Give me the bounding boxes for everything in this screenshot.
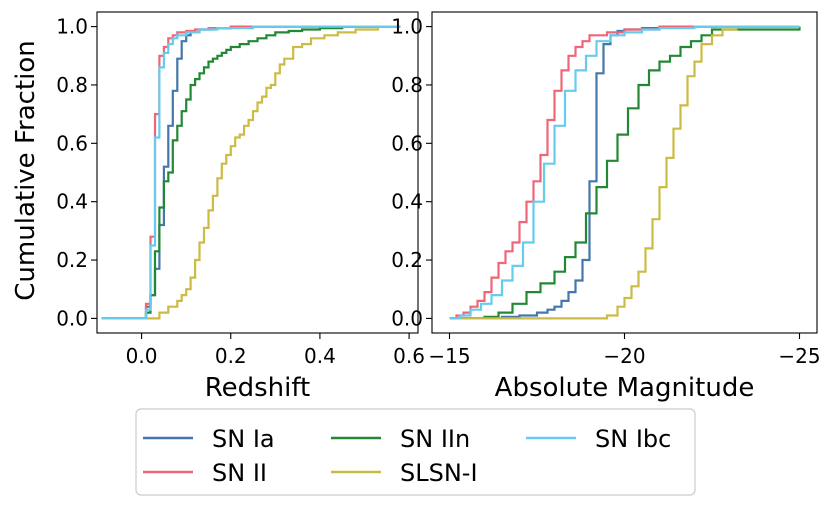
redshift-y-tick-label: 0.0 <box>56 306 88 330</box>
magnitude-y-tick-label: 1.0 <box>391 15 423 39</box>
magnitude-panel: −15 −20 −25 0.0 0.2 0.4 0.6 0.8 1.0 Absolute Magn… <box>391 11 821 403</box>
legend-box <box>135 408 696 496</box>
redshift-panel: 0.0 0.2 0.4 0.6 0.0 0.2 0.4 0.6 0.8 1.0 Redshift Cu… <box>11 11 425 403</box>
legend-label-sn-ii: SN II <box>212 459 267 487</box>
magnitude-y-tick-label: 0.2 <box>391 248 423 272</box>
magnitude-x-tick-label: −20 <box>603 344 645 368</box>
redshift-y-axis-title: Cumulative Fraction <box>11 40 41 300</box>
magnitude-y-tick-label: 0.4 <box>391 190 423 214</box>
legend: SN Ia SN II SN IIn SLSN-I SN Ibc <box>135 408 696 496</box>
redshift-y-tick-label: 0.6 <box>56 131 88 155</box>
magnitude-y-tick-label: 0.8 <box>391 73 423 97</box>
redshift-x-tick-label: 0.0 <box>126 344 158 368</box>
redshift-series-slsn-i <box>101 25 401 320</box>
magnitude-x-tick-label: −25 <box>778 344 820 368</box>
magnitude-series-sn-ibc <box>449 25 800 320</box>
redshift-axes-frame <box>96 11 419 334</box>
legend-label-sn-ia: SN Ia <box>212 425 275 453</box>
redshift-y-tick-label: 0.2 <box>56 248 88 272</box>
redshift-x-tick-label: 0.2 <box>215 344 247 368</box>
magnitude-y-tick-label: 0.0 <box>391 306 423 330</box>
legend-label-slsn-i: SLSN-I <box>400 459 478 487</box>
redshift-x-tick-label: 0.4 <box>304 344 336 368</box>
redshift-y-tick-label: 1.0 <box>56 15 88 39</box>
magnitude-y-tick-label: 0.6 <box>391 131 423 155</box>
redshift-y-tick-label: 0.8 <box>56 73 88 97</box>
redshift-series-sn-iin <box>101 25 401 320</box>
magnitude-series-sn-ii <box>449 25 796 320</box>
redshift-x-tick-label: 0.6 <box>393 344 425 368</box>
magnitude-series-slsn-i <box>449 25 800 320</box>
magnitude-x-tick-label: −15 <box>428 344 470 368</box>
magnitude-x-axis-title: Absolute Magnitude <box>495 373 755 403</box>
legend-label-sn-iin: SN IIn <box>400 425 470 453</box>
redshift-y-tick-label: 0.4 <box>56 190 88 214</box>
redshift-x-axis-title: Redshift <box>205 373 311 403</box>
legend-label-sn-ibc: SN Ibc <box>595 425 671 453</box>
magnitude-series-sn-iin <box>449 26 801 320</box>
redshift-series-sn-ibc <box>101 25 401 320</box>
